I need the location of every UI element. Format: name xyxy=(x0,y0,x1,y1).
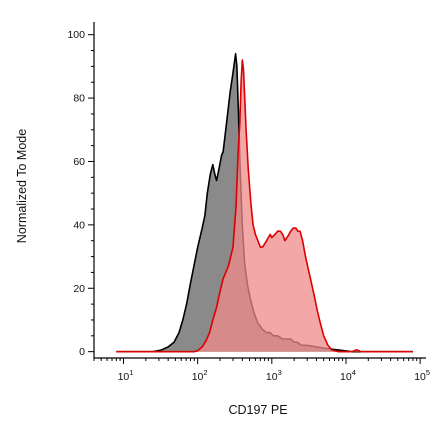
series-2-area xyxy=(116,60,413,352)
x-tick-label: 104 xyxy=(340,368,356,383)
series-2-line xyxy=(116,59,413,353)
y-tick-label: 60 xyxy=(73,156,85,168)
y-axis-title: Normalized To Mode xyxy=(15,129,29,243)
y-tick-label: 40 xyxy=(73,219,85,231)
x-tick-label: 101 xyxy=(118,368,134,383)
plot-area xyxy=(116,52,413,353)
x-tick-label: 105 xyxy=(414,368,430,383)
y-tick-label: 80 xyxy=(73,93,85,105)
y-tick-label: 100 xyxy=(67,29,85,41)
x-tick-label: 103 xyxy=(266,368,282,383)
axes: 0 20 40 60 80 100 101 102 103 104 105 xyxy=(67,22,430,383)
x-tick-label: 102 xyxy=(192,368,208,383)
y-tick-label: 20 xyxy=(73,283,85,295)
x-axis-title: CD197 PE xyxy=(228,403,287,417)
y-tick-label: 0 xyxy=(79,346,85,358)
